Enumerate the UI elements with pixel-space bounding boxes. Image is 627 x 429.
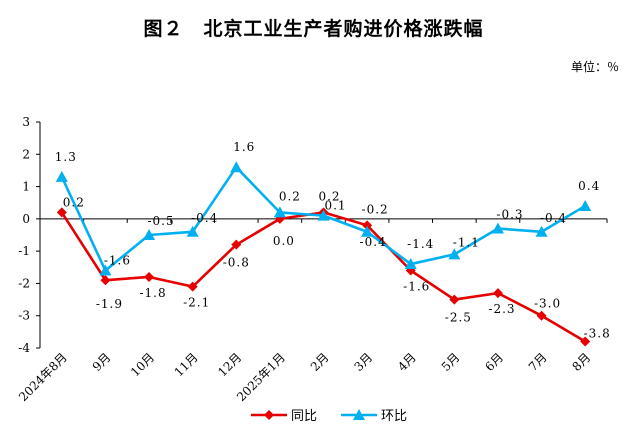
data-label-同比: -2.1 <box>183 296 210 310</box>
data-point-环比 <box>491 222 504 234</box>
y-tick-label: 2 <box>22 147 30 161</box>
unit-label: 单位：％ <box>570 60 619 74</box>
data-label-同比: -2.3 <box>488 302 515 316</box>
data-label-同比: -1.6 <box>403 280 430 294</box>
data-point-同比 <box>492 288 503 299</box>
data-point-同比 <box>100 275 111 286</box>
legend-marker-环比 <box>353 409 365 420</box>
x-tick-label: 2024年8月 <box>16 350 70 404</box>
data-point-环比 <box>404 258 417 270</box>
x-tick-label: 9月 <box>90 350 114 374</box>
data-point-环比 <box>99 264 112 276</box>
y-tick-label: -4 <box>18 341 30 355</box>
legend-label-同比: 同比 <box>291 409 317 424</box>
x-tick-label: 8月 <box>570 350 594 374</box>
data-point-环比 <box>273 206 286 218</box>
x-tick-label: 12月 <box>215 350 244 379</box>
data-label-同比: -1.8 <box>139 286 166 300</box>
data-label-环比: -0.3 <box>496 208 523 222</box>
data-label-环比: 0.2 <box>279 189 301 203</box>
data-point-同比 <box>580 336 591 347</box>
series-line-同比 <box>60 211 586 343</box>
data-label-同比: -0.8 <box>223 256 250 270</box>
data-point-同比 <box>362 220 373 231</box>
x-tick-label: 5月 <box>439 350 463 374</box>
legend-label-环比: 环比 <box>381 409 407 424</box>
data-point-同比 <box>536 310 547 321</box>
data-point-环比 <box>448 248 461 260</box>
data-point-环比 <box>579 199 592 211</box>
data-point-环比 <box>317 209 330 221</box>
x-tick-label: 4月 <box>395 350 419 374</box>
x-tick-label: 10月 <box>128 350 157 379</box>
data-label-环比: 0.1 <box>324 199 346 213</box>
data-point-同比 <box>56 207 67 218</box>
data-label-环比: 1.3 <box>55 150 77 164</box>
data-label-同比: -2.5 <box>445 311 472 325</box>
x-tick-label: 6月 <box>482 350 506 374</box>
x-tick-label: 7月 <box>526 350 550 374</box>
data-point-环比 <box>230 161 243 173</box>
data-point-环比 <box>361 225 374 237</box>
x-tick-label: 2月 <box>308 350 332 374</box>
data-label-同比: -1.9 <box>96 297 123 311</box>
data-label-环比: -1.4 <box>407 237 434 251</box>
data-point-环比 <box>186 225 199 237</box>
data-label-环比: 0.4 <box>578 179 600 193</box>
data-point-同比 <box>449 294 460 305</box>
data-point-同比 <box>187 281 198 292</box>
data-point-环比 <box>535 225 548 237</box>
data-label-同比: 0.2 <box>318 189 340 203</box>
data-label-环比: 1.6 <box>233 140 255 154</box>
y-tick-label: 0 <box>22 212 30 226</box>
data-label-同比: -3.8 <box>584 327 611 341</box>
data-label-同比: -3.0 <box>534 297 561 311</box>
data-label-环比: -1.1 <box>453 235 480 249</box>
data-point-同比 <box>231 239 242 250</box>
data-label-环比: -0.4 <box>360 235 387 249</box>
data-label-同比: -0.2 <box>362 202 389 216</box>
data-point-环比 <box>143 229 156 240</box>
y-tick-label: 1 <box>22 180 30 194</box>
data-label-环比: -1.6 <box>104 254 131 268</box>
y-tick-label: -2 <box>18 276 30 290</box>
legend-marker-同比 <box>264 410 274 420</box>
y-tick-label: -1 <box>18 244 30 258</box>
x-tick-label: 11月 <box>172 350 201 379</box>
chart-title: 图２ 北京工业生产者购进价格涨跌幅 <box>143 18 484 40</box>
y-tick-label: -3 <box>18 309 30 323</box>
data-label-环比: -0.5 <box>147 214 174 228</box>
data-point-同比 <box>144 271 155 282</box>
x-tick-label: 3月 <box>351 350 375 374</box>
data-label-环比: -0.4 <box>191 211 218 225</box>
y-tick-label: 3 <box>22 115 30 129</box>
data-point-环比 <box>55 170 68 182</box>
data-label-同比: 0.0 <box>273 234 295 248</box>
data-label-环比: -0.4 <box>540 211 567 225</box>
